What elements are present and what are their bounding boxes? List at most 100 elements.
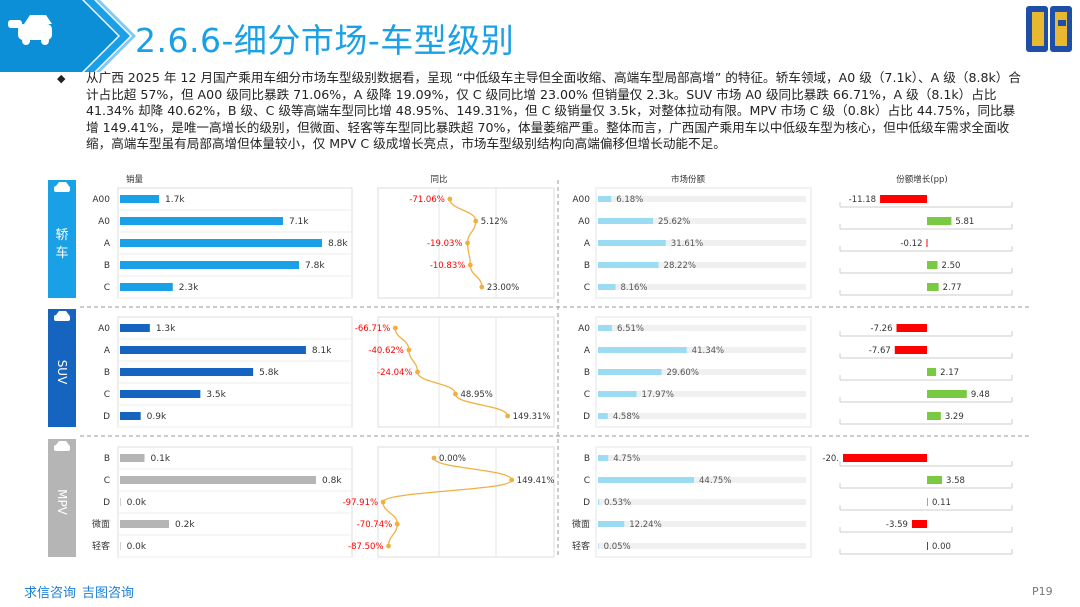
- category-label: C: [584, 390, 590, 400]
- share-bar: [598, 369, 662, 375]
- share-track: [598, 477, 806, 483]
- yoy-point: [453, 391, 458, 397]
- group-label-panel-2: [48, 439, 76, 557]
- category-label: 轻客: [92, 540, 110, 552]
- share-value-label: 0.05%: [604, 542, 631, 552]
- share-bar: [598, 543, 599, 549]
- header-share-change: 份额增长(pp): [896, 174, 947, 185]
- share-change-label: -20.: [822, 454, 839, 464]
- share-change-bar: [911, 520, 927, 528]
- page-number: P19: [1032, 585, 1053, 598]
- sales-value-label: 2.3k: [179, 283, 199, 293]
- yoy-point: [431, 455, 437, 461]
- share-bar: [598, 262, 659, 268]
- share-bar: [598, 196, 612, 202]
- share-change-label: -7.67: [869, 346, 891, 356]
- yoy-point: [392, 325, 398, 331]
- share-bar: [598, 240, 666, 246]
- sales-bar: [120, 283, 173, 291]
- yoy-value-label: -19.03%: [427, 239, 462, 249]
- share-value-label: 44.75%: [699, 476, 731, 486]
- share-change-bar: [927, 283, 939, 291]
- sales-panel-frame: [117, 446, 353, 558]
- category-label: A0: [578, 324, 590, 334]
- share-panel-frame: [595, 446, 812, 558]
- share-value-label: 25.62%: [658, 217, 690, 227]
- share-change-bar: [896, 324, 927, 332]
- yoy-value-label: -24.04%: [377, 368, 412, 378]
- share-track: [598, 325, 806, 331]
- footer-link-jitu[interactable]: 吉图咨询: [82, 586, 135, 601]
- share-change-bar: [927, 542, 928, 550]
- share-change-label: 9.48: [971, 390, 990, 400]
- category-label: A00: [92, 195, 110, 205]
- footer-link-qiuxin[interactable]: 求信咨询: [24, 586, 77, 601]
- car-icon: [54, 311, 70, 321]
- share-bar: [598, 391, 637, 397]
- category-label: D: [103, 412, 110, 422]
- share-change-bar: [927, 476, 943, 484]
- yoy-point: [394, 521, 400, 527]
- share-value-label: 17.97%: [642, 390, 674, 400]
- group-label-panel-1: [48, 309, 76, 427]
- share-value-label: 4.75%: [613, 454, 640, 464]
- sales-bar: [120, 368, 254, 376]
- sales-value-label: 5.8k: [259, 368, 279, 378]
- sales-bar: [120, 324, 150, 332]
- share-change-bar: [843, 454, 927, 462]
- sales-value-label: 0.9k: [147, 412, 167, 422]
- share-bar: [598, 284, 616, 290]
- category-label: B: [104, 454, 110, 464]
- yoy-point: [386, 543, 391, 549]
- share-change-label: -11.18: [849, 195, 876, 205]
- yoy-value-label: -71.06%: [409, 195, 444, 205]
- share-bar: [598, 521, 625, 527]
- sales-panel-frame: [117, 187, 353, 299]
- yoy-value-label: -97.91%: [343, 498, 378, 508]
- share-change-label: -3.59: [886, 520, 908, 530]
- yoy-point: [406, 347, 412, 353]
- header-sales: 销量: [126, 174, 144, 185]
- yoy-point: [479, 284, 485, 290]
- share-change-label: 0.00: [932, 542, 951, 552]
- sales-value-label: 0.2k: [175, 520, 195, 530]
- sales-value-label: 7.1k: [289, 217, 309, 227]
- share-change-bar: [927, 498, 928, 506]
- sales-bar: [120, 498, 121, 506]
- share-change-label: 2.77: [943, 283, 962, 293]
- header-banner: [0, 0, 136, 72]
- yoy-line: [394, 327, 509, 417]
- yoy-value-label: 0.00%: [439, 454, 466, 464]
- sales-bar: [120, 390, 201, 398]
- share-value-label: 29.60%: [666, 368, 698, 378]
- share-bar: [598, 499, 600, 505]
- sales-value-label: 8.8k: [328, 239, 348, 249]
- sales-bar: [120, 217, 283, 225]
- category-label: A0: [98, 217, 110, 227]
- yoy-line: [449, 198, 483, 288]
- yoy-panel-frame: [377, 446, 555, 558]
- yoy-panel-frame: [377, 316, 555, 428]
- category-label: 微面: [92, 518, 110, 530]
- share-change-bar: [926, 239, 928, 247]
- yoy-point: [473, 218, 479, 224]
- share-value-label: 31.61%: [671, 239, 703, 249]
- sales-bar: [120, 261, 300, 269]
- category-label: C: [104, 476, 110, 486]
- share-track: [598, 391, 806, 397]
- sales-value-label: 8.1k: [312, 346, 332, 356]
- yoy-value-label: 48.95%: [460, 390, 492, 400]
- share-change-label: 3.58: [946, 476, 965, 486]
- header-yoy: 同比: [430, 174, 447, 185]
- sales-value-label: 0.0k: [127, 498, 147, 508]
- share-track: [598, 240, 806, 246]
- category-label: 轻客: [572, 540, 590, 552]
- sales-bar: [120, 454, 145, 462]
- share-bar: [598, 218, 653, 224]
- yoy-value-label: -70.74%: [357, 520, 392, 530]
- yoy-point: [380, 499, 386, 505]
- category-label: A: [584, 346, 591, 356]
- intro-paragraph: 从广西 2025 年 12 月国产乘用车细分市场车型级别数据看，呈现 “中低级车…: [86, 70, 1021, 152]
- category-label: B: [584, 261, 590, 271]
- share-change-bar: [880, 195, 927, 203]
